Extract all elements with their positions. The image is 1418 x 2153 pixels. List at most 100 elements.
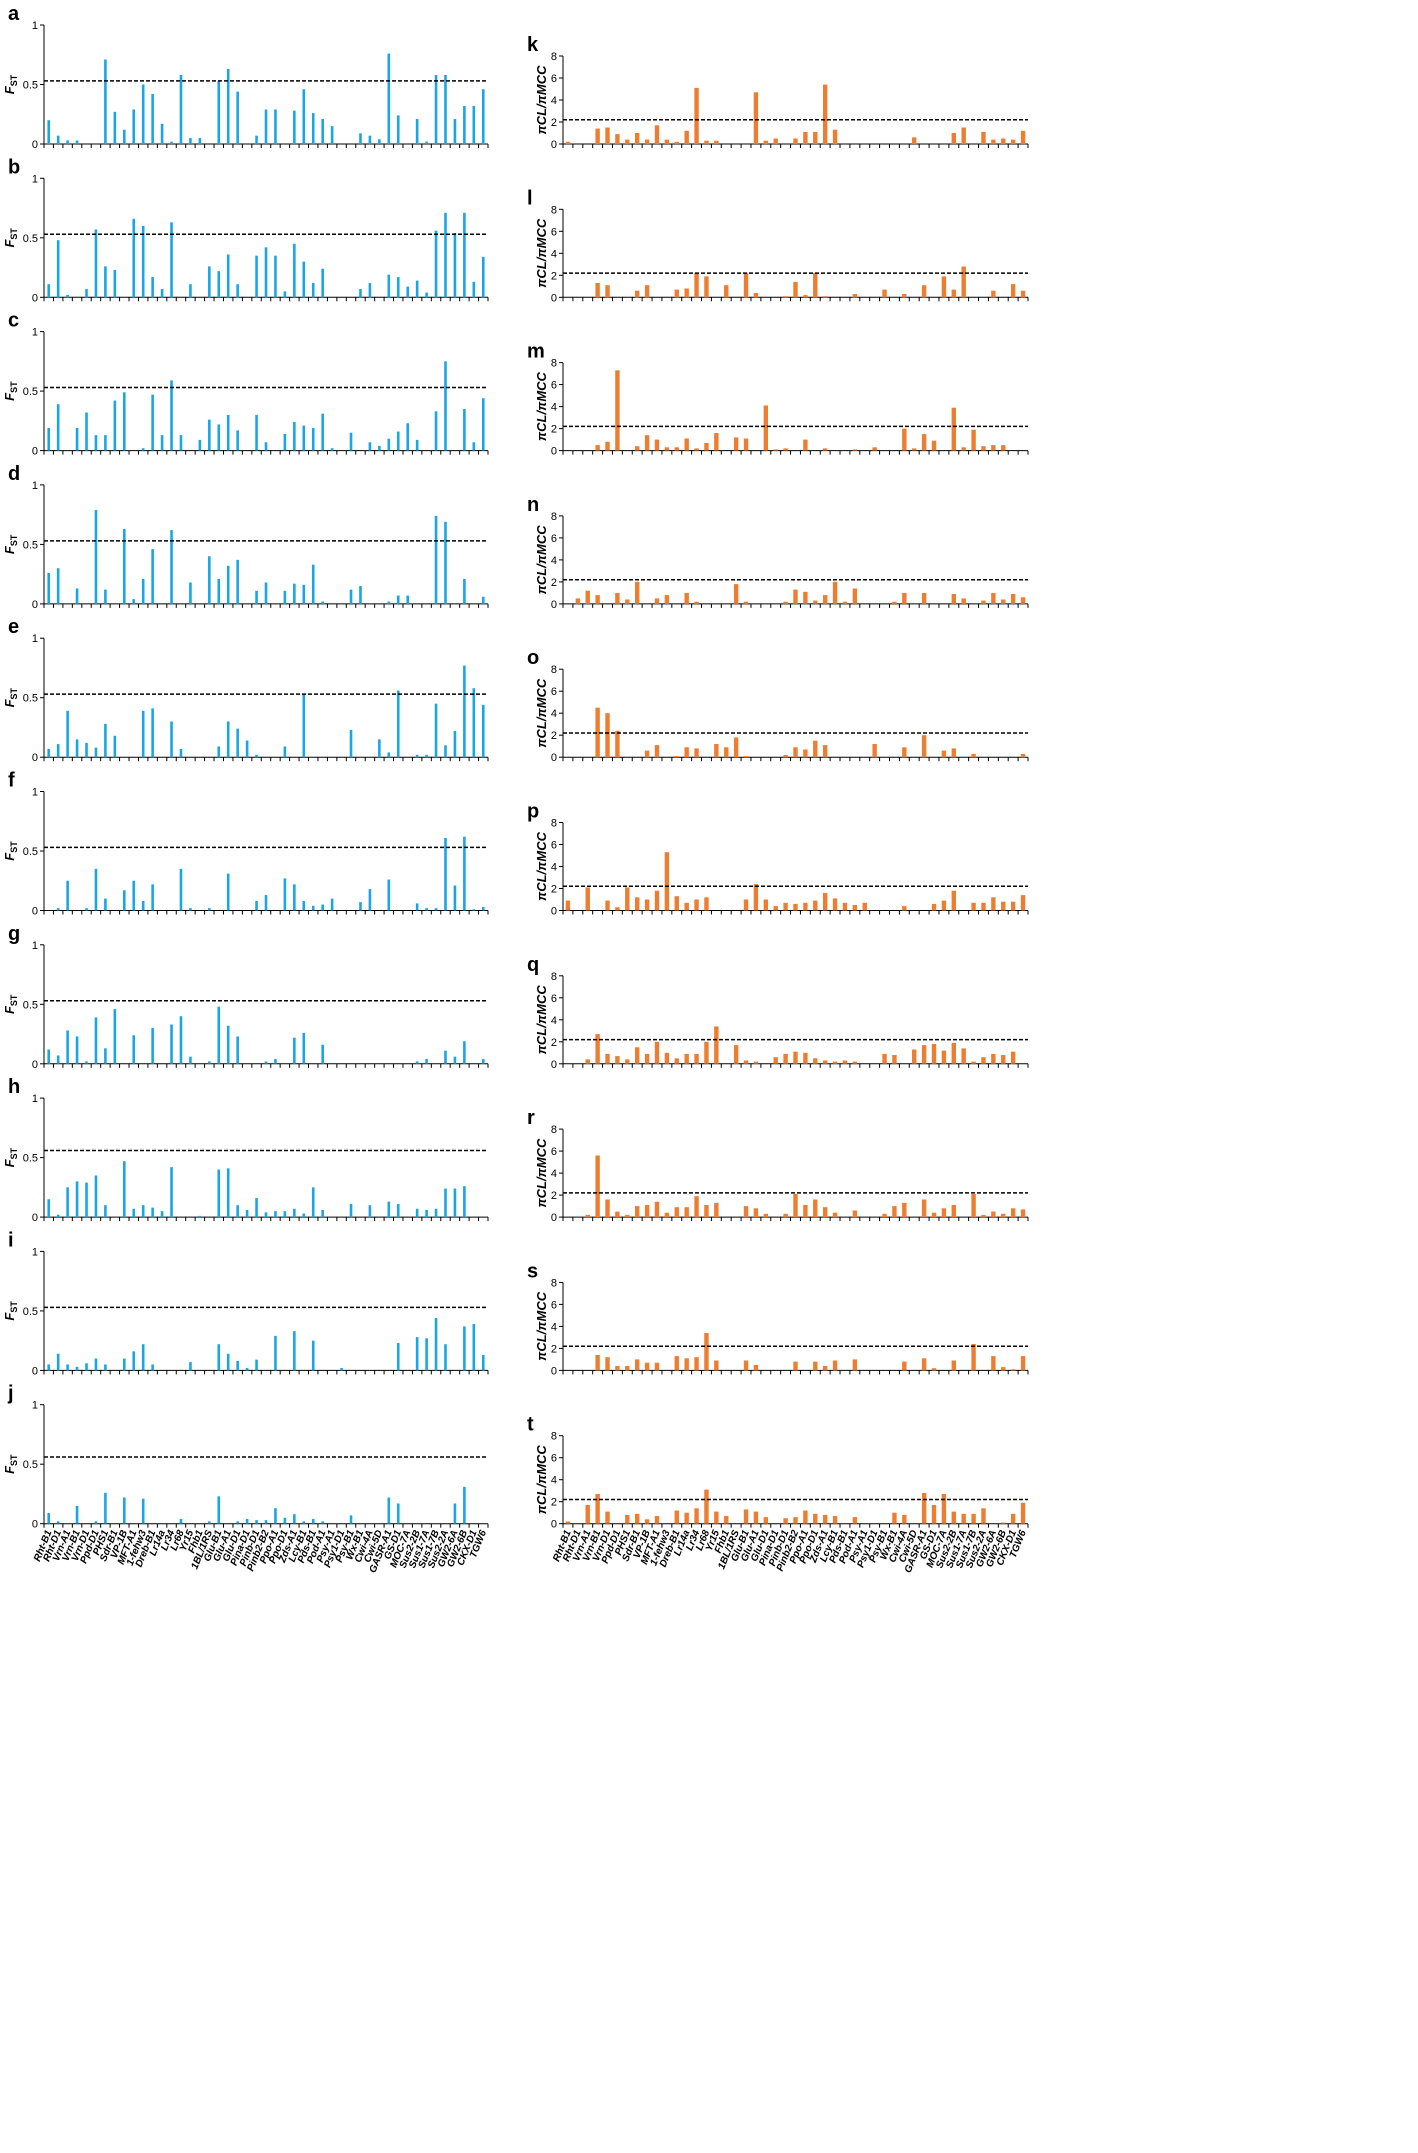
bar-Pinb-D1 <box>255 1520 258 1524</box>
bar-Glu-A1 <box>753 1364 759 1371</box>
bar-Vrn-B1 <box>595 283 600 298</box>
bar-Cwi-5D <box>378 739 381 758</box>
bar-Zds-A1 <box>822 1060 828 1064</box>
bar-Zds-A1 <box>293 1208 296 1218</box>
bar-Glu-D1 <box>763 899 769 911</box>
bar-Dreb-B1 <box>151 394 154 451</box>
bar-Sus1-7B <box>971 1344 976 1371</box>
y-axis-label: πCL/πMCC <box>534 678 549 748</box>
bar-TGW6 <box>1020 290 1026 298</box>
bar-Cwi-4A <box>368 135 372 144</box>
bar-PHS1 <box>104 723 107 758</box>
bar-Vrn-B1 <box>595 1155 600 1218</box>
bar-CKX-D1 <box>1010 901 1016 911</box>
bar-Rht-D1 <box>56 744 60 758</box>
bar-1-fehw3 <box>664 447 670 451</box>
bar-Pinb2-B2 <box>264 1061 268 1064</box>
bar-Pina-D1 <box>245 740 249 758</box>
y-tick-label: 8 <box>551 818 557 830</box>
panel-t: t02468πCL/πMCCRht-B1Rht-D1Vrn-A1Vrn-B1Vr… <box>527 1414 1029 1575</box>
bar-Cwi-4A <box>902 747 907 758</box>
bar-GW2-6B <box>463 105 466 144</box>
bar-PHS1 <box>625 887 630 911</box>
bar-GASR-A1 <box>387 1201 391 1218</box>
bar-Dreb-B1 <box>151 1207 154 1218</box>
bar-Pinb-D1 <box>783 448 788 451</box>
bar-Dreb-B1 <box>151 277 154 298</box>
bar-Ppo-D1 <box>813 1361 818 1371</box>
bar-Sus2-2A <box>444 745 447 758</box>
bar-1BL/1RS <box>208 908 211 911</box>
bar-Zds-A1 <box>293 884 296 911</box>
bar-GW2-6B <box>1001 1367 1006 1371</box>
bar-CKX-D1 <box>1010 1051 1016 1064</box>
bar-Lcy-B1 <box>832 1360 838 1371</box>
bar-Pds-B1 <box>311 905 315 911</box>
bar-Wx-B1 <box>892 1512 897 1524</box>
bar-PHS1 <box>104 1492 107 1524</box>
bar-VP-1B <box>644 1205 650 1218</box>
bar-Glu-B1 <box>217 424 221 451</box>
bar-Glu-D1 <box>236 1036 239 1064</box>
bar-Vrn-B1 <box>595 1355 600 1371</box>
bar-TGW6 <box>1020 895 1026 911</box>
bar-Ppo-A1 <box>274 1335 277 1371</box>
bar-Dreb-B1 <box>674 896 679 911</box>
y-tick-label: 2 <box>551 884 557 896</box>
bar-Lr14a <box>160 435 164 451</box>
bar-Rht-D1 <box>56 1521 60 1524</box>
bar-Ppo-D1 <box>813 1199 818 1218</box>
bar-Rht-B1 <box>47 1199 51 1218</box>
bar-Sus1-7A <box>961 266 966 298</box>
y-axis-label: FST <box>2 994 19 1014</box>
bar-VP-1B <box>644 1362 650 1371</box>
y-tick-label: 0.5 <box>23 80 38 92</box>
bar-MOC-7A <box>941 276 947 298</box>
bar-1-fehw3 <box>664 1052 670 1064</box>
bar-Sus2-2B <box>415 903 419 911</box>
bar-Cwi-5D <box>912 137 917 144</box>
bar-Wx-B1 <box>359 133 362 144</box>
panel-label: f <box>8 770 15 792</box>
bar-Ppd-D1 <box>94 1175 98 1218</box>
bar-Sdr-B1 <box>635 1359 640 1371</box>
bar-Lr34 <box>170 380 173 451</box>
bar-Sus1-7B <box>434 908 438 911</box>
bar-Dreb-B1 <box>674 141 679 144</box>
bar-Fhb1 <box>724 747 729 758</box>
bar-Rht-B1 <box>565 900 571 911</box>
bar-Cwi-4A <box>902 592 907 604</box>
bar-Psy-B1 <box>349 589 353 604</box>
bar-Sus1-7A <box>425 141 428 144</box>
bar-Zds-A1 <box>293 1331 296 1371</box>
bar-Pinb-D1 <box>783 296 788 298</box>
bar-Ppo-D1 <box>283 433 287 451</box>
bar-Glu-B1 <box>217 578 221 604</box>
bar-Wx-B1 <box>359 902 362 911</box>
y-tick-label: 1 <box>32 1400 38 1412</box>
y-tick-label: 8 <box>551 1431 557 1443</box>
bar-Sdr-B1 <box>635 133 640 144</box>
bar-GASR-A1 <box>387 274 391 298</box>
y-tick-label: 0.5 <box>23 386 38 398</box>
y-tick-label: 0 <box>32 906 38 918</box>
y-tick-label: 8 <box>551 358 557 370</box>
bar-Ppo-D1 <box>813 1513 818 1524</box>
y-tick-label: 1 <box>32 480 38 492</box>
bar-Pina-D1 <box>245 1368 249 1371</box>
bar-Glu-A1 <box>226 873 230 911</box>
bar-Lr68 <box>179 1016 183 1064</box>
bar-Yr15 <box>714 744 719 758</box>
panel-f: f 0 0.5 1 FST <box>2 770 489 918</box>
bar-Cwi-5D <box>378 445 381 451</box>
bar-Psy-A1 <box>330 448 334 451</box>
y-tick-label: 0.5 <box>23 846 38 858</box>
y-tick-label: 2 <box>551 730 557 742</box>
bar-PHS1 <box>104 589 107 604</box>
y-tick-label: 2 <box>551 577 557 589</box>
bar-VP-1B <box>122 1497 126 1524</box>
bar-Vrn-D1 <box>85 1363 88 1371</box>
bar-Lr14a <box>684 288 689 298</box>
bar-GW2-6B <box>463 1041 466 1064</box>
bar-Sus1-7B <box>434 411 438 451</box>
